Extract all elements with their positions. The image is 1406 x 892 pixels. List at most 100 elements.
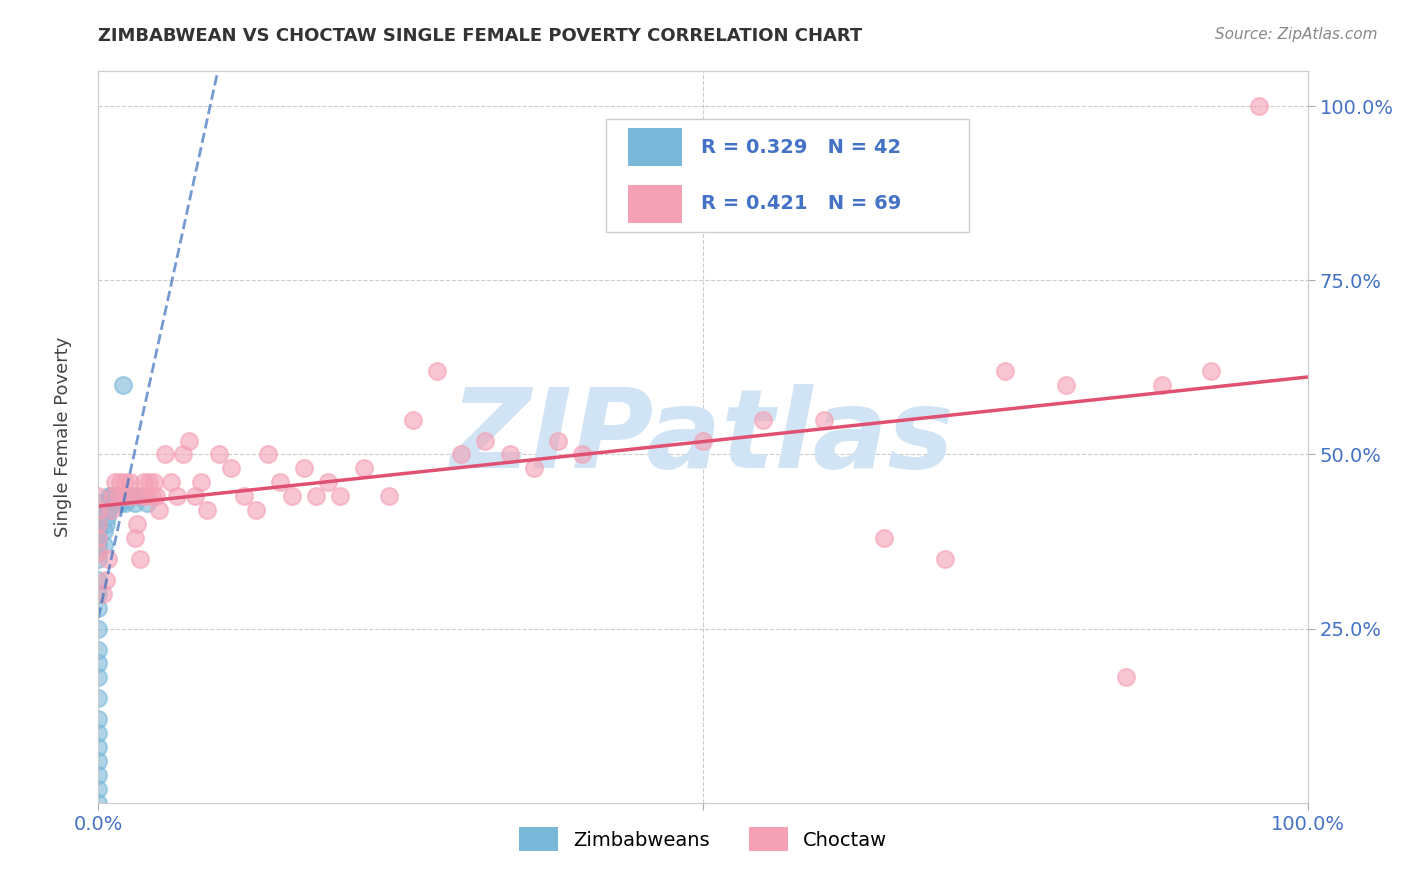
Bar (628, 128, 682, 166)
Point (87, 524, 110, 538)
Point (145, 489, 167, 503)
Point (305, 489, 328, 503)
Point (87, 545, 110, 559)
Point (128, 552, 150, 566)
Point (97, 552, 120, 566)
Bar (606, 119, 969, 232)
Point (571, 448, 593, 462)
Point (94, 573, 117, 587)
Y-axis label: Single Female Poverty: Single Female Poverty (53, 337, 72, 537)
Point (108, 496, 131, 510)
Point (153, 448, 176, 462)
Point (208, 448, 231, 462)
Point (873, 531, 896, 545)
Point (450, 448, 472, 462)
Point (195, 503, 218, 517)
Point (329, 489, 352, 503)
Point (377, 489, 399, 503)
Point (107, 489, 129, 503)
Point (87, 517, 110, 532)
Text: R = 0.421   N = 69: R = 0.421 N = 69 (700, 194, 901, 213)
Point (281, 489, 304, 503)
Point (934, 552, 956, 566)
Point (402, 412, 425, 426)
Point (127, 517, 149, 532)
Point (87, 712, 110, 726)
Point (96, 510, 118, 524)
Point (474, 434, 496, 448)
Point (221, 461, 243, 475)
Text: ZIMBABWEAN VS CHOCTAW SINGLE FEMALE POVERTY CORRELATION CHART: ZIMBABWEAN VS CHOCTAW SINGLE FEMALE POVE… (98, 27, 863, 45)
Point (118, 489, 141, 503)
Point (547, 434, 569, 448)
Point (100, 489, 122, 503)
Point (124, 531, 146, 545)
Point (87, 510, 110, 524)
Point (103, 489, 125, 503)
Legend: Zimbabweans, Choctaw: Zimbabweans, Choctaw (510, 820, 896, 859)
Point (87, 768, 110, 782)
Point (93, 538, 115, 552)
Point (101, 496, 124, 510)
Point (117, 489, 139, 503)
Point (93, 524, 115, 538)
Point (127, 489, 149, 503)
Point (87, 587, 110, 601)
Point (138, 475, 160, 490)
Point (1152, 377, 1174, 392)
Point (118, 475, 141, 490)
Point (91, 587, 114, 601)
Point (426, 364, 449, 378)
Point (87, 740, 110, 755)
Point (292, 461, 315, 475)
Point (87, 531, 110, 545)
Point (87, 503, 110, 517)
Point (179, 434, 201, 448)
Point (121, 489, 143, 503)
Point (87, 657, 110, 671)
Point (105, 496, 128, 510)
Point (87, 796, 110, 810)
Point (232, 489, 254, 503)
Point (98, 489, 121, 503)
Point (87, 517, 110, 532)
Point (523, 461, 546, 475)
Point (172, 448, 194, 462)
Point (111, 489, 134, 503)
Point (101, 489, 124, 503)
Point (87, 781, 110, 796)
Point (87, 538, 110, 552)
Point (135, 496, 157, 510)
Point (87, 642, 110, 657)
Point (498, 448, 520, 462)
Point (134, 475, 156, 490)
Point (104, 475, 127, 490)
Point (131, 489, 153, 503)
Point (813, 412, 835, 426)
Point (114, 496, 136, 510)
Point (87, 670, 110, 684)
Point (87, 600, 110, 615)
Point (87, 545, 110, 559)
Point (87, 754, 110, 768)
Point (135, 489, 157, 503)
Text: R = 0.329   N = 42: R = 0.329 N = 42 (700, 137, 901, 157)
Point (124, 496, 146, 510)
Point (87, 489, 110, 503)
Point (100, 503, 122, 517)
Point (141, 489, 163, 503)
Point (97, 503, 120, 517)
Point (692, 434, 714, 448)
Point (111, 377, 134, 392)
Point (166, 489, 188, 503)
Point (87, 531, 110, 545)
Point (143, 475, 166, 490)
Point (108, 475, 131, 490)
Point (190, 475, 212, 490)
Point (269, 475, 291, 490)
Point (994, 364, 1017, 378)
Point (1054, 377, 1077, 392)
Point (316, 475, 339, 490)
Bar (628, 185, 682, 223)
Point (245, 503, 267, 517)
